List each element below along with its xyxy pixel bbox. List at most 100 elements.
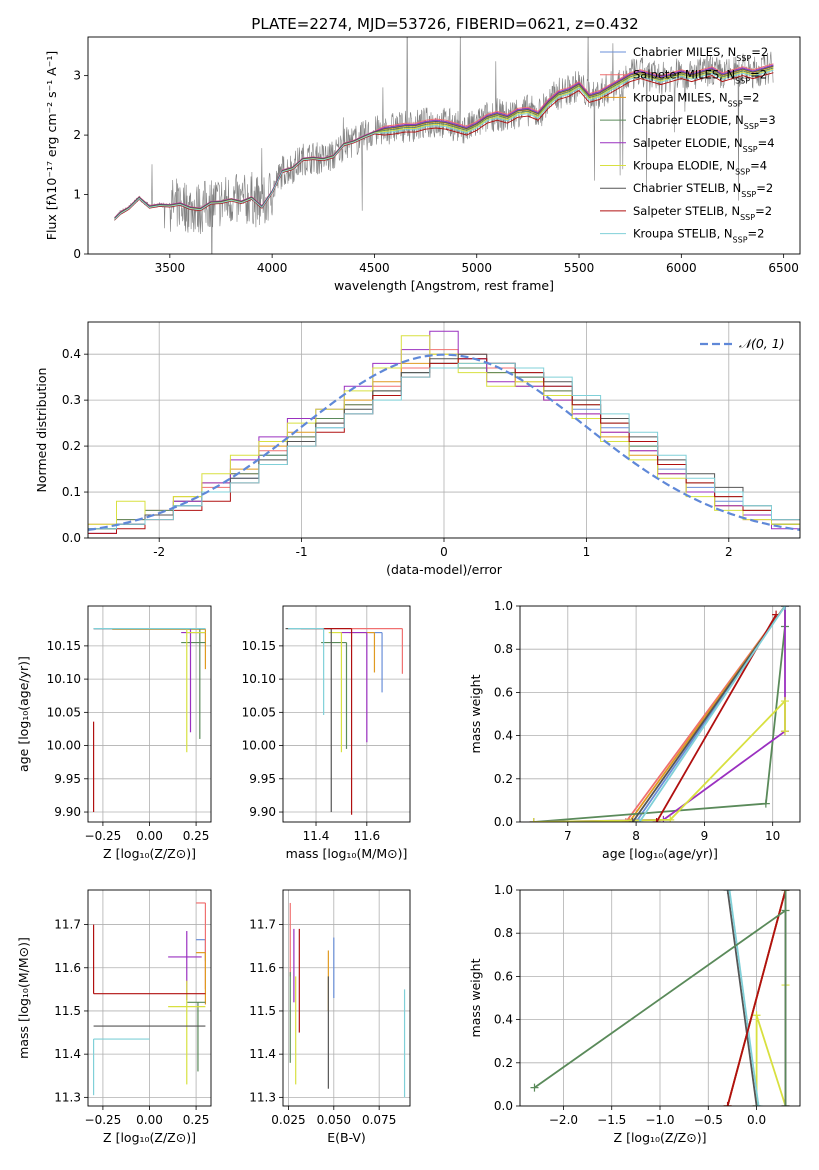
x-tick-label: 9 (701, 829, 709, 843)
weight-marker (621, 818, 630, 822)
mass_vs_ebv-plot-area (283, 890, 410, 1106)
weight-marker (652, 818, 661, 822)
y-axis-label: mass [log₁₀(M/M⊙)] (16, 937, 31, 1059)
x-tick-label: 0.050 (317, 1113, 351, 1127)
y-tick-label: 10.00 (47, 739, 81, 753)
x-tick-label: 0.025 (271, 1113, 305, 1127)
legend-entry: Chabrier ELODIE, NSSP=3 (633, 113, 776, 131)
legend-entry: Salpeter MILES, NSSP=2 (633, 68, 767, 86)
x-axis-label: wavelength [Angstrom, rest frame] (334, 278, 554, 293)
y-tick-label: 0.0 (494, 815, 513, 829)
x-tick-label: −0.5 (694, 1113, 723, 1127)
weight-marker (781, 906, 790, 915)
x-tick-label: 2 (725, 545, 733, 559)
y-axis-label: Flux [fλ10⁻¹⁷ erg cm⁻² s⁻¹ A⁻¹] (44, 51, 59, 240)
y-tick-label: 0.3 (62, 393, 81, 407)
axes-frame (87, 36, 801, 255)
y-tick-label: 0.0 (62, 531, 81, 545)
y-tick-label: 0.2 (494, 1056, 513, 1070)
legend-entry: 𝒩(0, 1) (739, 336, 785, 351)
model-spectrum (114, 72, 774, 221)
x-tick-label: −0.25 (85, 1113, 122, 1127)
mass_vs_Z-panel: −0.25 0.00 0.25 11.3 11.4 11.5 11.6 11.7 Z [log₁… (16, 889, 212, 1145)
weight-marker (780, 727, 789, 736)
x-tick-label: 0.075 (362, 1113, 396, 1127)
weight-marker (780, 606, 789, 610)
x-tick-label: 5000 (461, 261, 492, 275)
weight-marker (725, 890, 734, 894)
x-axis-label: mass [log₁₀(M/M⊙)] (286, 846, 408, 861)
legend-entry: Kroupa STELIB, NSSP=2 (633, 227, 764, 245)
age_vs_mass-panel: 11.4 11.6 9.90 9.95 10.00 10.05 10.10 10.15 mass… (242, 605, 411, 861)
y-tick-label: 11.5 (249, 1004, 276, 1018)
y-tick-label: 3 (73, 69, 81, 83)
weight-marker (754, 1102, 763, 1106)
weight-marker (632, 818, 641, 822)
y-axis-label: mass weight (468, 674, 483, 753)
y-tick-label: 9.90 (249, 805, 276, 819)
x-tick-label: 0 (440, 545, 448, 559)
y-tick-label: 1.0 (494, 599, 513, 613)
y-tick-label: 10.05 (242, 705, 276, 719)
axes-frame (87, 321, 801, 539)
y-tick-label: 0.0 (494, 1099, 513, 1113)
y-tick-label: 9.90 (54, 805, 81, 819)
x-tick-label: 6500 (768, 261, 799, 275)
legend-entry: Salpeter STELIB, NSSP=2 (633, 204, 772, 222)
figure-title: PLATE=2274, MJD=53726, FIBERID=0621, z=0… (251, 15, 638, 33)
x-tick-label: −1.5 (597, 1113, 626, 1127)
y-tick-label: 0.4 (494, 1013, 513, 1027)
mass_vs_Z-plot-area (88, 890, 211, 1106)
y-tick-label: 0.1 (62, 485, 81, 499)
x-tick-label: 10 (765, 829, 780, 843)
y-tick-label: 11.4 (249, 1047, 276, 1061)
axes-frame (282, 605, 411, 823)
legend-entry: Salpeter ELODIE, NSSP=4 (633, 136, 775, 154)
spectrum-legend: Chabrier MILES, NSSP=2 Salpeter MILES, NS… (600, 45, 776, 244)
x-tick-label: 4000 (257, 261, 288, 275)
x-tick-label: 5500 (564, 261, 595, 275)
weight-marker (780, 697, 789, 706)
weight-marker (723, 890, 732, 894)
weight-marker (723, 1102, 732, 1106)
x-tick-label: −2.0 (549, 1113, 578, 1127)
model-spectrum (114, 65, 774, 219)
axes-frame (282, 889, 411, 1107)
weight-marker (781, 1102, 790, 1106)
weight-marker (529, 818, 538, 822)
x-tick-label: -2 (153, 545, 165, 559)
y-tick-label: 0.4 (62, 347, 81, 361)
y-tick-label: 0.8 (494, 642, 513, 656)
weight-line (728, 890, 760, 1106)
x-axis-label: Z [log₁₀(Z/Z⊙)] (103, 846, 196, 861)
weight-marker (761, 799, 770, 808)
legend-entry: Chabrier STELIB, NSSP=2 (633, 181, 773, 199)
weight-marker (530, 1083, 539, 1092)
histogram-step (88, 362, 800, 538)
x-tick-label: 11.6 (353, 829, 380, 843)
x-tick-label: -1 (296, 545, 308, 559)
y-tick-label: 10.15 (47, 639, 81, 653)
y-tick-label: 11.7 (54, 918, 81, 932)
y-tick-label: 11.7 (249, 918, 276, 932)
weight-marker (781, 890, 790, 894)
weight_vs_age-plot-area (520, 606, 800, 822)
x-axis-label: (data-model)/error (386, 562, 503, 577)
x-tick-label: 6000 (666, 261, 697, 275)
weight-marker (752, 1011, 761, 1020)
y-tick-label: 1.0 (494, 883, 513, 897)
weight_vs_Z-panel: −2.0 −1.5 −1.0 −0.5 0.0 0.0 0.2 0.4 0.6 0.8 1.0 Z [… (468, 883, 801, 1145)
y-tick-label: 9.95 (54, 772, 81, 786)
x-tick-label: 0.25 (183, 829, 210, 843)
weight-line (726, 890, 787, 1106)
y-tick-label: 0.4 (494, 729, 513, 743)
model-spectrum (114, 69, 774, 220)
weight-marker (625, 818, 634, 822)
y-tick-label: 11.5 (54, 1004, 81, 1018)
y-tick-label: 11.4 (54, 1047, 81, 1061)
legend-entry: Kroupa MILES, NSSP=2 (633, 90, 759, 108)
x-axis-label: Z [log₁₀(Z/Z⊙)] (614, 1130, 707, 1145)
x-tick-label: 8 (632, 829, 640, 843)
x-tick-label: −0.25 (85, 829, 122, 843)
